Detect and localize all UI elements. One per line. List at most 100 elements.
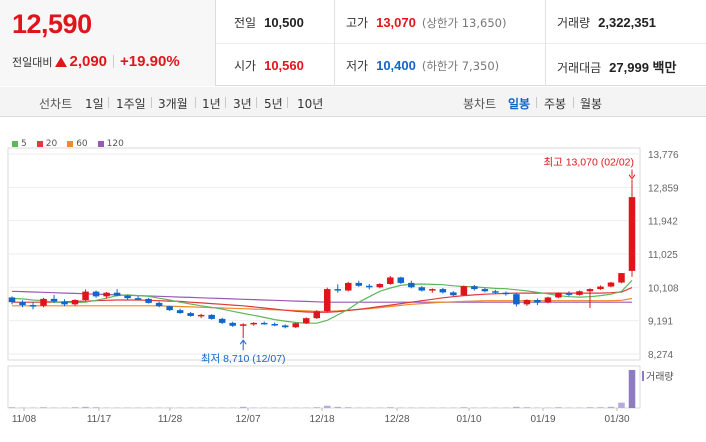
- candle-body: [19, 302, 26, 306]
- volume-bar: [71, 407, 79, 408]
- stat-label: 고가: [346, 16, 369, 30]
- stat-value: 10,560: [264, 58, 304, 73]
- period-1y-button[interactable]: 1년: [202, 97, 221, 111]
- candle-body: [40, 298, 47, 306]
- candle-body: [334, 289, 342, 291]
- x-tick-label: 12/18: [309, 414, 334, 425]
- stat-value: 10,500: [264, 15, 304, 30]
- volume-bar: [239, 406, 247, 408]
- quote-header: 12,590 전일대비 2,090 +19.90% 전일 10,500 시가 1…: [0, 0, 706, 86]
- divider: [536, 97, 537, 108]
- x-tick-label: 12/07: [235, 414, 260, 425]
- divider: [256, 97, 257, 108]
- x-tick-label: 01/19: [530, 414, 555, 425]
- candle-body: [576, 291, 583, 295]
- volume-bar: [460, 407, 468, 408]
- stat-prev-close: 전일 10,500: [234, 14, 304, 31]
- x-tick-label: 01/30: [604, 414, 629, 425]
- candle-body: [71, 299, 79, 305]
- candle-body: [460, 286, 468, 296]
- divider: [108, 97, 109, 108]
- y-tick-label: 11,942: [648, 217, 678, 228]
- volume-bar: [513, 406, 520, 408]
- period-5y-button[interactable]: 5년: [264, 97, 283, 111]
- candle-body: [355, 282, 363, 286]
- period-1d-button[interactable]: 1일: [85, 97, 104, 111]
- price-chart[interactable]: 13,776 12,859 11,942 11,025 10,108 9,191 8,274…: [0, 140, 706, 442]
- candle-body: [239, 324, 247, 326]
- volume-bar: [334, 406, 342, 408]
- stat-high: 고가 13,070 (상한가 13,650): [346, 14, 506, 31]
- candle-monthly-button[interactable]: 월봉: [580, 97, 603, 111]
- candle-body: [113, 292, 121, 296]
- stat-value: 27,999 백만: [609, 60, 677, 75]
- period-3m-button[interactable]: 3개월: [158, 97, 188, 111]
- candle-body: [323, 289, 331, 312]
- candle-body: [302, 318, 310, 324]
- divider: [334, 0, 335, 86]
- volume-label: 거래량: [646, 371, 674, 383]
- y-tick-label: 10,108: [648, 283, 679, 294]
- stat-label: 저가: [346, 59, 369, 73]
- price-panel: 12,590 전일대비 2,090 +19.90%: [0, 0, 216, 86]
- legend-item-ma120: 120: [97, 139, 124, 149]
- volume-bar: [92, 407, 100, 408]
- stat-turnover: 거래대금 27,999 백만: [557, 57, 676, 76]
- divider: [195, 97, 196, 108]
- candle-daily-button[interactable]: 일봉: [508, 97, 531, 111]
- legend-item-ma5: 5: [12, 139, 27, 149]
- candle-body: [281, 325, 289, 328]
- period-10y-button[interactable]: 10년: [297, 97, 324, 111]
- legend-item-ma60: 60: [67, 139, 88, 149]
- candle-body: [176, 310, 184, 314]
- candle-body: [492, 291, 499, 293]
- x-tick-label: 12/28: [384, 414, 409, 425]
- volume-bar: [628, 370, 636, 408]
- chart-toolbar: 선차트 1일 1주일 3개월 1년 3년 5년 10년 봉차트 일봉 주봉 월봉: [0, 87, 706, 117]
- candle-body: [345, 282, 352, 291]
- candle-body: [534, 299, 541, 303]
- period-1w-button[interactable]: 1주일: [116, 97, 146, 111]
- low-annotation: 최저 8,710 (12/07): [201, 353, 286, 365]
- divider: [113, 55, 115, 68]
- candle-body: [502, 292, 510, 295]
- legend-item-ma20: 20: [36, 139, 57, 149]
- candle-body: [250, 322, 257, 325]
- candle-body: [145, 298, 152, 303]
- candle-body: [408, 282, 415, 288]
- candle-body: [523, 299, 531, 305]
- candle-body: [8, 297, 16, 303]
- stat-low: 저가 10,400 (하한가 7,350): [346, 57, 499, 74]
- candle-body: [366, 285, 373, 288]
- period-3y-button[interactable]: 3년: [233, 97, 252, 111]
- high-arrowhead: [628, 174, 636, 180]
- ma20-line: [12, 287, 633, 313]
- low-arrowhead: [239, 339, 247, 345]
- ma-legend: 5 20 60 120: [12, 139, 124, 149]
- legend-label: 5: [21, 139, 27, 149]
- candle-body: [155, 302, 163, 307]
- candle-body: [218, 318, 226, 323]
- y-tick-label: 13,776: [648, 150, 679, 161]
- volume-bar: [313, 407, 321, 408]
- stat-label: 전일: [234, 16, 257, 30]
- volume-bar: [597, 407, 604, 408]
- candle-body: [134, 298, 142, 300]
- volume-bar: [586, 407, 594, 408]
- candle-chart-label: 봉차트: [463, 97, 497, 111]
- volume-bar: [607, 406, 615, 408]
- volume-plot-frame: [7, 365, 641, 409]
- legend-label: 120: [106, 139, 124, 149]
- volume-legend-swatch: [642, 371, 644, 381]
- current-price: 12,590: [12, 9, 92, 39]
- candle-body: [50, 298, 58, 302]
- candle-body: [229, 322, 236, 326]
- candle-body: [166, 306, 173, 311]
- up-arrow-icon: [55, 56, 68, 67]
- x-tick-label: 11/08: [12, 414, 37, 425]
- candle-body: [586, 289, 594, 292]
- lower-limit: (하한가 7,350): [421, 59, 500, 73]
- candle-body: [618, 273, 625, 283]
- candle-body: [597, 286, 604, 290]
- candle-weekly-button[interactable]: 주봉: [544, 97, 567, 111]
